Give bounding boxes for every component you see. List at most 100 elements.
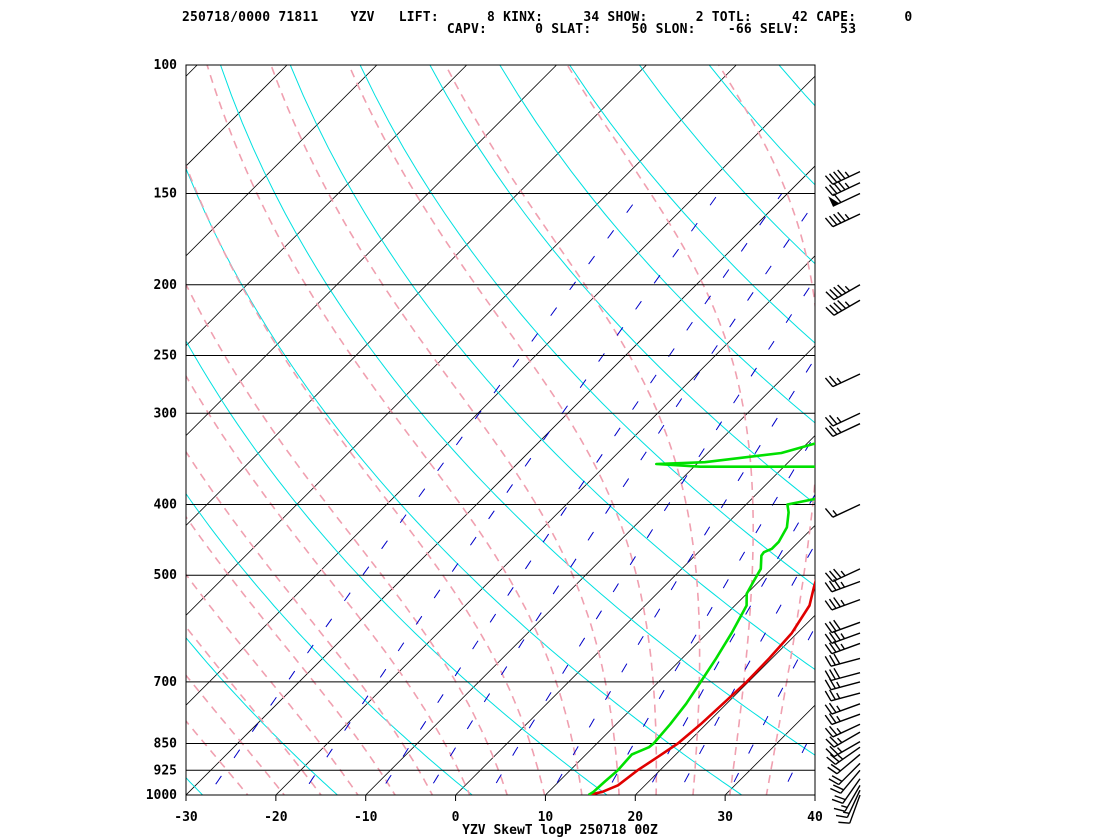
- wind-barb-flag: [824, 582, 833, 593]
- wind-barb-flag: [828, 173, 838, 183]
- mixing-ratio-line: [726, 626, 815, 795]
- wind-barb-half-flag: [844, 301, 851, 307]
- wind-barb-flag: [824, 679, 832, 691]
- dry-adiabat: [186, 637, 339, 795]
- wind-barb-flag: [824, 633, 833, 644]
- moist-adiabat: [444, 65, 701, 795]
- wind-barb-staff: [836, 753, 861, 775]
- wind-barb-flag: [828, 713, 837, 724]
- wind-barb-staff: [849, 794, 861, 824]
- dry-adiabat: [849, 65, 1120, 811]
- isotherm-line: [0, 65, 107, 795]
- wind-barb-staff: [831, 598, 861, 611]
- wind-barb-staff: [833, 740, 861, 758]
- wind-barb-half-flag: [837, 747, 843, 753]
- chart-footer-title: YZV SkewT logP 250718 00Z: [462, 823, 658, 838]
- dry-adiabat: [186, 167, 743, 795]
- wind-barb: [824, 702, 861, 715]
- wind-barb: [825, 284, 861, 301]
- wind-barb-flag: [833, 171, 842, 182]
- wind-barb: [835, 789, 861, 819]
- temperature-tick-label: 10: [538, 810, 554, 825]
- wind-barb-flag: [824, 508, 834, 518]
- wind-barb-flag: [830, 763, 841, 772]
- moist-adiabat-lines: [186, 65, 815, 795]
- isotherm-line: [635, 614, 815, 795]
- dry-adiabat: [638, 65, 815, 265]
- wind-barb-flag: [824, 572, 834, 582]
- isotherm-line: [186, 65, 557, 437]
- wind-barb-half-flag: [836, 681, 841, 688]
- wind-barb-flag: [829, 288, 839, 298]
- wind-barb-staff: [833, 284, 861, 301]
- wind-barb-staff: [832, 182, 861, 197]
- pressure-tick-labels: 100 150 200 250 300 400 500 700 850 925 1000: [146, 58, 177, 803]
- isotherm-line: [186, 65, 288, 167]
- wind-barb-flag: [837, 211, 846, 222]
- wind-barb-flag: [824, 704, 833, 715]
- temperature-tick-label: 0: [452, 810, 460, 825]
- dry-adiabat: [499, 65, 815, 424]
- wind-barb-half-flag: [844, 285, 851, 292]
- wind-barb-flag: [824, 377, 834, 388]
- wind-barb: [824, 412, 861, 427]
- header-line-2: CAPV: 0 SLAT: 50 SLON: -66 SELV: 53: [182, 22, 857, 37]
- dry-adiabat: [429, 65, 815, 505]
- wind-barb-flag: [824, 217, 834, 228]
- wind-barb: [827, 753, 861, 775]
- dry-adiabat: [569, 65, 815, 344]
- isotherm-line: [186, 65, 737, 616]
- wind-barb: [830, 769, 861, 794]
- mixing-ratio-line: [780, 725, 815, 795]
- wind-barb-flag: [825, 291, 835, 301]
- wind-barb-flag: [832, 784, 844, 791]
- wind-barb-half-flag: [840, 599, 846, 606]
- wind-barb-flag: [824, 416, 834, 427]
- wind-barb: [824, 689, 861, 702]
- dry-adiabat: [186, 492, 473, 795]
- wind-barb: [824, 619, 861, 634]
- wind-barb-flag: [828, 580, 837, 591]
- mixing-ratio-line: [827, 194, 1120, 811]
- dry-adiabat: [220, 65, 815, 756]
- wind-barb-flag: [828, 632, 837, 643]
- moist-adiabat: [566, 65, 754, 795]
- wind-barb-staff: [832, 503, 861, 518]
- temperature-tick-label: 20: [627, 810, 643, 825]
- wind-barb-flag: [829, 745, 839, 755]
- wind-barb-half-flag: [844, 171, 850, 178]
- wind-barb-flag: [833, 597, 841, 608]
- wind-barb-staff: [831, 580, 861, 593]
- wind-barb-flag: [833, 619, 841, 630]
- isotherm-line: [455, 435, 815, 795]
- isotherm-line: [186, 65, 647, 526]
- wind-barb-flag: [825, 738, 835, 748]
- wind-barb-staff: [830, 657, 861, 667]
- wind-barb-flag: [829, 753, 840, 763]
- wind-barb: [824, 373, 861, 388]
- dry-adiabat: [359, 65, 815, 587]
- moist-adiabat: [186, 374, 471, 795]
- mixing-ratio-line: [207, 193, 642, 795]
- wind-barb-flag: [830, 787, 842, 794]
- wind-barb-pennant: [828, 196, 840, 207]
- wind-barb: [824, 568, 861, 583]
- isotherm-line: [186, 75, 815, 706]
- wind-barb-half-flag: [837, 754, 844, 760]
- wind-barb-flag: [828, 725, 838, 736]
- wind-barb-flag: [824, 655, 832, 667]
- pressure-tick-label: 100: [154, 58, 178, 73]
- wind-barb-flag: [833, 807, 846, 813]
- pressure-tick-label: 850: [154, 736, 178, 751]
- wind-barb-half-flag: [837, 737, 843, 744]
- wind-barb-half-flag: [836, 705, 841, 712]
- mixing-ratio-line: [645, 493, 815, 795]
- moist-adiabat: [186, 674, 286, 795]
- wind-barb-staff: [838, 762, 861, 786]
- temperature-tick-label: -10: [354, 810, 378, 825]
- wind-barb: [824, 640, 861, 655]
- wind-barb-flag: [824, 600, 833, 611]
- mixing-ratio-line: [301, 193, 719, 795]
- wind-barb-flag: [833, 213, 842, 224]
- wind-barb-flag: [829, 304, 839, 314]
